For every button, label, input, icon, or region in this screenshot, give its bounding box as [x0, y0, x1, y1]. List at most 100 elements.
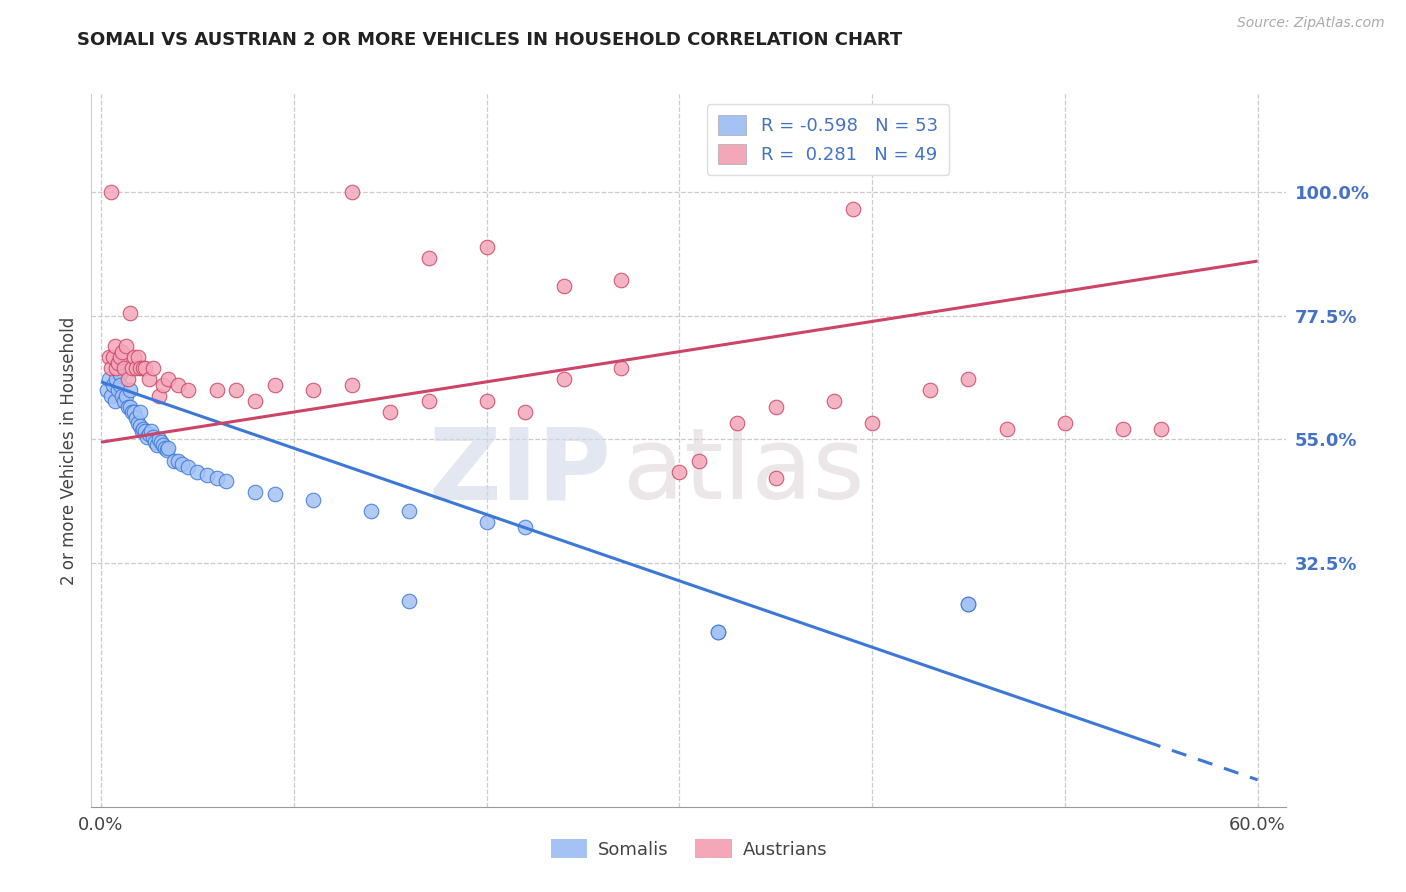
Point: [475, 394, 498, 409]
Point: [128, 361, 150, 376]
Point: [957, 597, 980, 611]
Point: [97, 372, 120, 386]
Point: [1053, 416, 1076, 430]
Point: [842, 202, 865, 216]
Point: [101, 377, 124, 392]
Point: [1111, 421, 1133, 435]
Point: [105, 361, 128, 376]
Point: [302, 383, 325, 397]
Point: [115, 339, 138, 353]
Point: [823, 394, 845, 409]
Point: [245, 394, 267, 409]
Point: [134, 424, 156, 438]
Point: [398, 594, 420, 608]
Point: [111, 388, 134, 402]
Point: [170, 457, 193, 471]
Point: [122, 350, 145, 364]
Point: [177, 383, 200, 397]
Legend: Somalis, Austrians: Somalis, Austrians: [544, 832, 834, 866]
Point: [957, 597, 980, 611]
Point: [125, 361, 148, 376]
Point: [765, 471, 787, 485]
Point: [121, 405, 143, 419]
Point: [132, 421, 155, 435]
Point: [112, 361, 135, 376]
Point: [513, 520, 536, 534]
Text: ZIP: ZIP: [429, 424, 612, 520]
Text: atlas: atlas: [623, 424, 865, 520]
Point: [186, 466, 208, 480]
Point: [100, 361, 122, 376]
Point: [97, 350, 120, 364]
Point: [107, 383, 129, 397]
Point: [105, 372, 128, 386]
Point: [127, 350, 149, 364]
Y-axis label: 2 or more Vehicles in Household: 2 or more Vehicles in Household: [59, 317, 77, 584]
Point: [475, 515, 498, 529]
Point: [707, 624, 730, 639]
Point: [418, 252, 440, 266]
Point: [110, 367, 132, 381]
Point: [141, 424, 162, 438]
Point: [418, 394, 440, 409]
Point: [177, 459, 200, 474]
Point: [103, 394, 125, 409]
Point: [136, 430, 159, 444]
Point: [610, 361, 633, 376]
Point: [765, 400, 787, 414]
Point: [155, 443, 177, 458]
Point: [110, 350, 132, 364]
Point: [553, 372, 575, 386]
Point: [167, 377, 190, 392]
Point: [138, 427, 160, 442]
Point: [149, 435, 172, 450]
Point: [134, 361, 156, 376]
Point: [157, 372, 180, 386]
Point: [205, 471, 228, 485]
Point: [225, 383, 247, 397]
Point: [167, 454, 190, 468]
Point: [610, 273, 633, 287]
Text: SOMALI VS AUSTRIAN 2 OR MORE VEHICLES IN HOUSEHOLD CORRELATION CHART: SOMALI VS AUSTRIAN 2 OR MORE VEHICLES IN…: [77, 31, 903, 49]
Point: [100, 186, 122, 200]
Point: [146, 438, 169, 452]
Point: [142, 430, 165, 444]
Point: [131, 424, 153, 438]
Point: [101, 350, 124, 364]
Point: [118, 400, 141, 414]
Point: [378, 405, 402, 419]
Point: [398, 504, 420, 518]
Point: [127, 416, 149, 430]
Point: [263, 487, 285, 501]
Point: [163, 454, 186, 468]
Point: [688, 454, 710, 468]
Point: [245, 484, 267, 499]
Point: [148, 388, 170, 402]
Point: [215, 474, 238, 488]
Point: [195, 468, 218, 483]
Point: [138, 372, 160, 386]
Point: [96, 383, 118, 397]
Point: [152, 438, 174, 452]
Point: [132, 361, 155, 376]
Point: [725, 416, 748, 430]
Point: [125, 410, 148, 425]
Point: [115, 388, 138, 402]
Point: [111, 344, 134, 359]
Point: [153, 441, 176, 455]
Point: [117, 400, 139, 414]
Point: [128, 418, 150, 433]
Point: [263, 377, 285, 392]
Point: [157, 441, 180, 455]
Point: [148, 433, 170, 447]
Point: [118, 383, 141, 397]
Point: [107, 356, 129, 370]
Point: [513, 405, 536, 419]
Point: [860, 416, 883, 430]
Point: [1150, 421, 1173, 435]
Point: [121, 361, 143, 376]
Point: [122, 405, 145, 419]
Point: [112, 394, 135, 409]
Point: [117, 372, 139, 386]
Point: [142, 361, 165, 376]
